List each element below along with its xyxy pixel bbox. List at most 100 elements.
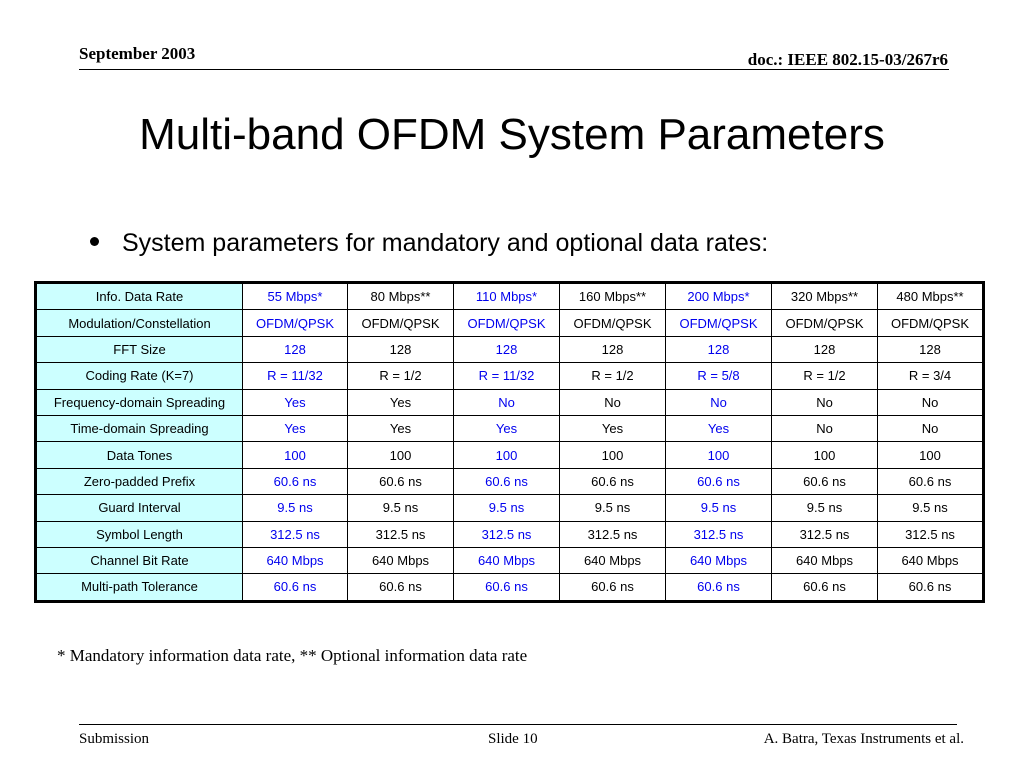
- table-cell: 160 Mbps**: [559, 281, 666, 311]
- row-label: Guard Interval: [35, 494, 243, 522]
- table-cell: 480 Mbps**: [877, 281, 984, 311]
- table-row: Guard Interval 9.5 ns 9.5 ns 9.5 ns 9.5 ns 9.…: [35, 494, 984, 522]
- table-cell: 128: [559, 335, 666, 364]
- table-row: Frequency-domain Spreading Yes Yes No No No No…: [35, 388, 984, 416]
- table-row: Symbol Length 312.5 ns 312.5 ns 312.5 ns 312…: [35, 520, 984, 548]
- table-cell: 312.5 ns: [347, 520, 454, 548]
- table-cell: 100: [559, 441, 666, 469]
- row-label: Time-domain Spreading: [35, 414, 243, 443]
- table-cell: 640 Mbps: [347, 546, 454, 575]
- footer-divider: [79, 724, 957, 725]
- table-row: FFT Size 128 128 128 128 128 128 128: [35, 335, 984, 364]
- table-cell: OFDM/QPSK: [453, 309, 560, 337]
- table-cell: 312.5 ns: [771, 520, 878, 548]
- table-cell: 100: [771, 441, 878, 469]
- table-cell: 128: [771, 335, 878, 364]
- table-cell: OFDM/QPSK: [771, 309, 878, 337]
- footer-slide-number: Slide 10: [488, 731, 538, 747]
- footnote: * Mandatory information data rate, ** Op…: [57, 646, 528, 665]
- table-cell: R = 1/2: [771, 362, 878, 390]
- table-cell: 80 Mbps**: [347, 281, 454, 311]
- table-cell: 100: [665, 441, 772, 469]
- bullet-dot-icon: [90, 236, 99, 246]
- table-cell: 640 Mbps: [242, 546, 348, 575]
- table-cell: 100: [347, 441, 454, 469]
- table-row: Time-domain Spreading Yes Yes Yes Yes Yes No No: [35, 414, 984, 443]
- table-cell: 60.6 ns: [771, 573, 878, 602]
- table-cell: 128: [347, 335, 454, 364]
- footer-author: A. Batra, Texas Instruments et al.: [763, 731, 964, 747]
- row-label: Data Tones: [35, 441, 243, 469]
- table-row: Data Tones 100 100 100 100 100 100 100: [35, 441, 984, 469]
- row-label: FFT Size: [35, 335, 243, 364]
- table-cell: 60.6 ns: [665, 573, 772, 602]
- table-cell: 60.6 ns: [559, 573, 666, 602]
- table-cell: 110 Mbps*: [453, 281, 560, 311]
- row-label: Symbol Length: [35, 520, 243, 548]
- table-cell: 9.5 ns: [453, 494, 560, 522]
- table-cell: 60.6 ns: [242, 467, 348, 496]
- table-cell: R = 1/2: [559, 362, 666, 390]
- table-cell: Yes: [347, 414, 454, 443]
- table-cell: 320 Mbps**: [771, 281, 878, 311]
- table-cell: 312.5 ns: [665, 520, 772, 548]
- table-cell: 9.5 ns: [877, 494, 984, 522]
- table-cell: No: [771, 414, 878, 443]
- table-cell: 60.6 ns: [877, 573, 984, 602]
- row-label: Frequency-domain Spreading: [35, 388, 243, 416]
- table-cell: 200 Mbps*: [665, 281, 772, 311]
- table-cell: 100: [453, 441, 560, 469]
- table-cell: 128: [242, 335, 348, 364]
- parameters-table: Info. Data Rate 55 Mbps* 80 Mbps** 110 Mbps…: [34, 281, 985, 603]
- table-cell: 640 Mbps: [771, 546, 878, 575]
- table-cell: No: [665, 388, 772, 416]
- table-cell: 60.6 ns: [347, 573, 454, 602]
- header-date: September 2003: [79, 44, 196, 63]
- row-label: Info. Data Rate: [35, 281, 243, 311]
- table-row: Multi-path Tolerance 60.6 ns 60.6 ns 60.6 n…: [35, 573, 984, 602]
- table-cell: 312.5 ns: [877, 520, 984, 548]
- table-cell: OFDM/QPSK: [347, 309, 454, 337]
- table-cell: 312.5 ns: [559, 520, 666, 548]
- table-cell: OFDM/QPSK: [877, 309, 984, 337]
- table-row: Zero-padded Prefix 60.6 ns 60.6 ns 60.6 ns 6…: [35, 467, 984, 496]
- table-cell: 100: [242, 441, 348, 469]
- table-row: Channel Bit Rate 640 Mbps 640 Mbps 640 Mbps…: [35, 546, 984, 575]
- table-cell: 312.5 ns: [242, 520, 348, 548]
- footer-left: Submission: [79, 731, 150, 747]
- table-cell: R = 1/2: [347, 362, 454, 390]
- table-cell: Yes: [242, 388, 348, 416]
- table-cell: R = 11/32: [242, 362, 348, 390]
- table-cell: 9.5 ns: [559, 494, 666, 522]
- bullet-item: System parameters for mandatory and opti…: [90, 229, 768, 258]
- table-cell: 640 Mbps: [559, 546, 666, 575]
- table-cell: 128: [665, 335, 772, 364]
- table-cell: 60.6 ns: [559, 467, 666, 496]
- table-cell: 60.6 ns: [877, 467, 984, 496]
- table-cell: 60.6 ns: [453, 467, 560, 496]
- table-cell: R = 5/8: [665, 362, 772, 390]
- header-doc-id: doc.: IEEE 802.15-03/267r6: [747, 50, 948, 69]
- table-cell: 9.5 ns: [242, 494, 348, 522]
- table-row: Coding Rate (K=7) R = 11/32 R = 1/2 R = 11/…: [35, 362, 984, 390]
- table-cell: 55 Mbps*: [242, 281, 348, 311]
- table-cell: Yes: [347, 388, 454, 416]
- table-cell: 9.5 ns: [665, 494, 772, 522]
- table-cell: 60.6 ns: [665, 467, 772, 496]
- table-cell: 60.6 ns: [242, 573, 348, 602]
- table-cell: 9.5 ns: [347, 494, 454, 522]
- table-cell: 312.5 ns: [453, 520, 560, 548]
- table-cell: No: [559, 388, 666, 416]
- table-cell: Yes: [453, 414, 560, 443]
- table-cell: R = 11/32: [453, 362, 560, 390]
- row-label: Multi-path Tolerance: [35, 573, 243, 602]
- row-label: Coding Rate (K=7): [35, 362, 243, 390]
- header-divider: [79, 69, 949, 70]
- table-cell: OFDM/QPSK: [559, 309, 666, 337]
- table-header-row: Info. Data Rate 55 Mbps* 80 Mbps** 110 Mbps…: [35, 281, 984, 311]
- table-cell: Yes: [559, 414, 666, 443]
- table-cell: 9.5 ns: [771, 494, 878, 522]
- table-cell: No: [771, 388, 878, 416]
- table-cell: 100: [877, 441, 984, 469]
- table-row: Modulation/Constellation OFDM/QPSK OFDM/QP…: [35, 309, 984, 337]
